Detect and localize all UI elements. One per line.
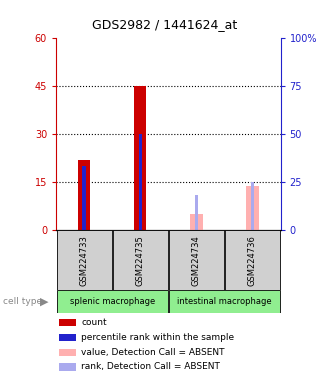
Bar [113,230,168,290]
Text: cell type: cell type [3,297,43,306]
Bar [134,86,147,230]
Text: GSM224734: GSM224734 [192,235,201,286]
Bar [246,185,259,230]
Bar [190,214,203,230]
Bar [169,290,280,313]
Text: rank, Detection Call = ABSENT: rank, Detection Call = ABSENT [82,362,220,371]
Text: value, Detection Call = ABSENT: value, Detection Call = ABSENT [82,348,225,357]
Bar [57,290,168,313]
Bar [57,230,112,290]
Bar [59,349,76,356]
Bar [59,363,76,371]
Text: GDS2982 / 1441624_at: GDS2982 / 1441624_at [92,18,238,31]
Bar [169,230,224,290]
Bar [59,334,76,341]
Bar [59,319,76,326]
Text: GSM224735: GSM224735 [136,235,145,286]
Bar [251,182,254,230]
Text: count: count [82,318,107,327]
Bar [78,160,90,230]
Bar [195,195,198,230]
Text: intestinal macrophage: intestinal macrophage [177,297,272,306]
Text: GSM224736: GSM224736 [248,235,257,286]
Bar [139,134,142,230]
Bar [225,230,280,290]
Bar [82,166,86,230]
Text: splenic macrophage: splenic macrophage [70,297,155,306]
Text: GSM224733: GSM224733 [80,235,89,286]
Text: percentile rank within the sample: percentile rank within the sample [82,333,235,342]
Text: ▶: ▶ [40,296,49,306]
